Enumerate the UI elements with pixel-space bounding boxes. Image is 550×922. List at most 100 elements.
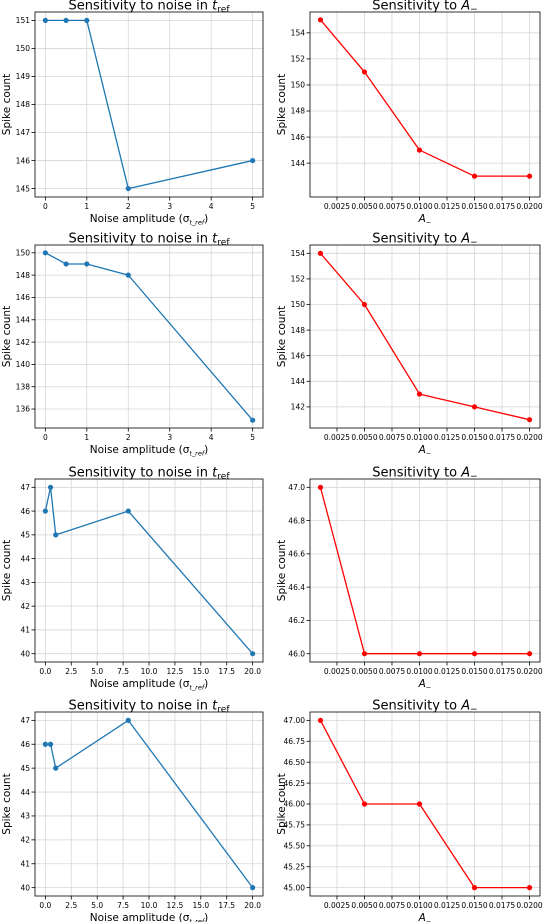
data-point [42,741,48,747]
data-point [471,651,478,657]
y-tick-label: 45.75 [284,821,306,830]
x-tick-label: 2.5 [65,901,77,910]
x-tick-label: 0.0075 [379,202,405,211]
y-tick-label: 144 [16,315,31,324]
plot-frame [309,11,541,198]
y-tick-label: 46.4 [288,583,305,592]
y-tick-label: 47.00 [284,716,306,725]
x-tick-label: 17.5 [218,667,235,676]
y-tick-label: 46.25 [284,779,306,788]
y-tick-label: 46 [20,507,30,516]
x-tick-label: 0.0050 [351,202,377,211]
x-tick-label: 0.0200 [516,202,542,211]
y-tick-label: 46.6 [288,550,305,559]
data-point [416,391,423,397]
x-tick-label: 0.0 [39,901,51,910]
chart-title: Sensitivity to A− [372,232,477,249]
x-tick-label: 0.0175 [489,901,515,910]
y-tick-label: 150 [16,44,31,53]
x-axis-label: A− [418,912,432,922]
x-tick-label: 5.0 [91,901,103,910]
x-tick-label: 15.0 [192,667,209,676]
y-tick-label: 146 [291,351,306,360]
x-tick-label: 3 [167,433,172,442]
data-point [361,651,368,657]
x-tick-label: 0.0025 [324,901,350,910]
x-tick-label: 20.0 [244,901,261,910]
x-tick-label: 4 [209,202,214,211]
x-tick-label: 0.0200 [516,667,542,676]
data-point [471,173,478,179]
data-point [250,885,256,891]
chart-title: Sensitivity to A− [372,0,477,15]
series-line [319,19,530,177]
x-tick-label: 10.0 [141,901,158,910]
data-point [84,261,90,267]
y-tick-label: 42 [20,836,30,845]
chart-panel-5: 0.0 2.5 5.0 7.5 10.0 12.5 15.0 17.5 20.0 40 41 42 43… [1,466,264,692]
y-tick-label: 150 [291,81,306,90]
y-tick-label: 144 [291,159,306,168]
x-tick-label: 0.0075 [379,433,405,442]
y-tick-label: 40 [20,883,30,892]
y-tick-label: 47.0 [288,483,305,492]
y-tick-label: 154 [291,29,306,38]
x-tick-label: 7.5 [117,667,129,676]
x-tick-label: 0.0150 [461,901,487,910]
x-tick-label: 1 [84,202,89,211]
x-tick-label: 0.0200 [516,901,542,910]
x-tick-label: 10.0 [141,667,158,676]
x-tick-label: 0.0200 [516,433,542,442]
x-axis-label: A− [418,444,432,458]
data-point [526,417,533,423]
x-tick-label: 0.0125 [434,667,460,676]
data-point [125,508,131,514]
y-tick-label: 45.00 [284,883,306,892]
x-tick-label: 0.0025 [324,667,350,676]
x-axis-label: A− [418,678,432,692]
chart-panel-2: 0.0025 0.0050 0.0075 0.0100 0.0125 0.0150 0.01… [276,0,543,227]
y-tick-label: 146 [291,133,306,142]
chart-title: Sensitivity to noise in tref [68,699,230,716]
chart-title: Sensitivity to A− [372,699,477,716]
data-point [317,484,324,490]
chart-panel-4: 0.0025 0.0050 0.0075 0.0100 0.0125 0.0150 0.01… [276,232,543,458]
x-tick-label: 5 [250,433,255,442]
x-tick-label: 2 [126,433,131,442]
chart-title: Sensitivity to noise in tref [68,0,230,15]
y-tick-label: 41 [20,859,30,868]
data-point [84,17,90,24]
data-point [416,147,423,153]
data-point [317,250,324,256]
data-point [361,801,368,807]
plot-frame [309,244,541,429]
data-point [125,272,131,278]
y-tick-label: 45.50 [284,842,306,851]
y-tick-label: 142 [16,338,31,347]
y-tick-label: 150 [291,300,306,309]
x-tick-label: 0.0100 [406,433,432,442]
y-tick-label: 144 [291,377,306,386]
data-point [250,157,256,164]
y-tick-label: 47 [20,716,30,725]
y-tick-label: 146 [16,156,31,165]
data-point [526,173,533,179]
data-point [47,741,54,747]
x-tick-label: 0.0050 [351,433,377,442]
x-tick-label: 0.0075 [379,901,405,910]
y-tick-label: 44 [20,788,30,797]
chart-panel-7: 0.0 2.5 5.0 7.5 10.0 12.5 15.0 17.5 20.0 40 41 42 43… [1,699,264,922]
x-tick-label: 1 [84,433,89,442]
data-point [416,651,423,657]
x-tick-label: 0.0175 [489,433,515,442]
data-point [47,484,54,490]
y-tick-label: 136 [16,405,31,414]
x-tick-label: 7.5 [117,901,129,910]
y-tick-label: 43 [20,812,30,821]
chart-panel-3: 0 1 2 3 4 5 136 138 140 142 144 146 148 150 Sensitivit… [1,232,264,458]
y-tick-label: 148 [16,271,31,280]
data-point [471,885,478,891]
y-axis-label: Spike count [276,773,288,834]
chart-panel-1: 0 1 2 3 4 5 145 146 147 148 149 150 151 Sensitivity t… [1,0,264,227]
y-tick-label: 46.00 [284,800,306,809]
